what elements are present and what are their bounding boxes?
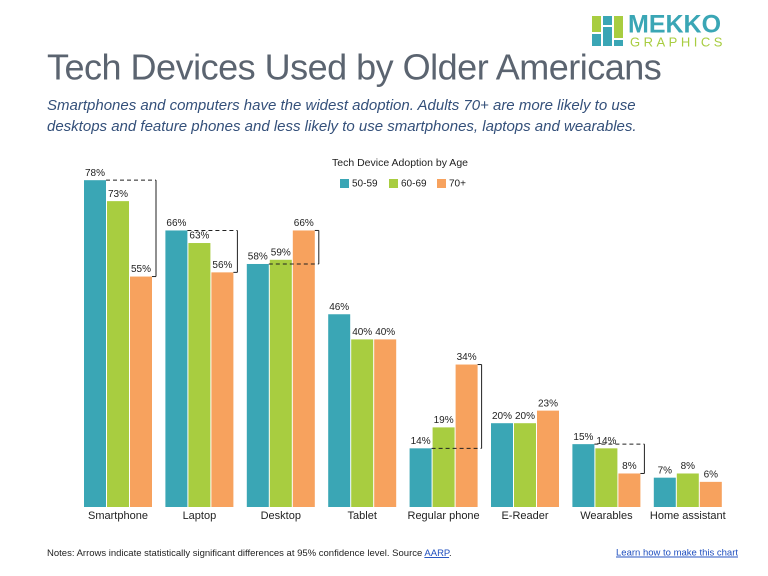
value-label: 40% bbox=[352, 327, 372, 338]
bar bbox=[432, 427, 455, 507]
bar bbox=[537, 410, 559, 507]
bar bbox=[699, 481, 722, 507]
x-tick-label: Smartphone bbox=[88, 510, 148, 522]
value-label: 40% bbox=[375, 327, 395, 338]
logo-icon bbox=[592, 16, 623, 46]
value-label: 23% bbox=[538, 398, 558, 409]
bar bbox=[653, 477, 676, 507]
bar bbox=[676, 473, 699, 507]
value-label: 19% bbox=[434, 415, 454, 426]
legend-label: 70+ bbox=[449, 179, 466, 190]
bar bbox=[491, 423, 513, 507]
bar bbox=[211, 272, 234, 507]
learn-link[interactable]: Learn how to make this chart bbox=[616, 548, 738, 559]
bar bbox=[514, 423, 536, 507]
logo-name: MEKKO bbox=[628, 11, 721, 39]
value-label: 14% bbox=[411, 436, 431, 447]
bar bbox=[188, 243, 211, 507]
source-link[interactable]: AARP bbox=[424, 548, 450, 559]
value-label: 14% bbox=[596, 436, 616, 447]
x-tick-label: Wearables bbox=[580, 510, 633, 522]
value-label: 66% bbox=[166, 218, 186, 229]
x-tick-label: Tablet bbox=[348, 510, 377, 522]
bar bbox=[455, 364, 478, 507]
bar bbox=[165, 230, 188, 507]
x-tick-label: E-Reader bbox=[501, 510, 548, 522]
bar bbox=[84, 180, 106, 507]
legend-label: 50-59 bbox=[352, 179, 378, 190]
value-label: 20% bbox=[515, 411, 535, 422]
value-label: 55% bbox=[131, 264, 151, 275]
x-tick-label: Home assistant bbox=[650, 510, 726, 522]
value-label: 20% bbox=[492, 411, 512, 422]
value-label: 34% bbox=[457, 352, 477, 363]
plot: 50-59 60-69 70+ Smartphone 78%73% 55% Laptop 66… bbox=[84, 168, 726, 522]
value-label: 56% bbox=[212, 260, 232, 271]
bar bbox=[292, 230, 315, 507]
legend-swatch bbox=[340, 179, 349, 188]
legend-swatch bbox=[437, 179, 446, 188]
bar bbox=[595, 448, 618, 507]
value-label: 66% bbox=[294, 218, 314, 229]
value-label: 15% bbox=[573, 432, 593, 443]
bar bbox=[328, 314, 351, 507]
bar bbox=[130, 276, 152, 507]
chart-title: Tech Device Adoption by Age bbox=[332, 157, 468, 169]
bar bbox=[351, 339, 374, 507]
x-tick-label: Desktop bbox=[261, 510, 301, 522]
bar bbox=[246, 263, 269, 507]
value-label: 58% bbox=[248, 252, 268, 263]
value-label: 8% bbox=[681, 461, 696, 472]
notes-text: Notes: Arrows indicate statistically sig… bbox=[47, 548, 422, 559]
notes: Notes: Arrows indicate statistically sig… bbox=[47, 548, 452, 559]
value-label: 78% bbox=[85, 168, 105, 179]
value-label: 46% bbox=[329, 302, 349, 313]
bar bbox=[374, 339, 397, 507]
x-tick-label: Laptop bbox=[183, 510, 217, 522]
value-label: 59% bbox=[271, 247, 291, 258]
legend-label: 60-69 bbox=[401, 179, 427, 190]
bar bbox=[107, 201, 129, 507]
subtitle: desktops and feature phones and less lik… bbox=[47, 118, 637, 135]
legend-swatch bbox=[389, 179, 398, 188]
bar bbox=[572, 444, 595, 507]
value-label: 7% bbox=[658, 465, 673, 476]
logo-tagline: GRAPHICS bbox=[630, 34, 726, 49]
bar bbox=[269, 259, 292, 507]
value-label: 8% bbox=[622, 461, 637, 472]
value-label: 73% bbox=[108, 189, 128, 200]
page-title: Tech Devices Used by Older Americans bbox=[47, 47, 661, 88]
notes-end: . bbox=[449, 548, 452, 559]
bar bbox=[618, 473, 641, 507]
bar bbox=[409, 448, 432, 507]
x-tick-label: Regular phone bbox=[408, 510, 480, 522]
value-label: 6% bbox=[704, 470, 719, 481]
value-label: 63% bbox=[189, 231, 209, 242]
subtitle: Smartphones and computers have the wides… bbox=[47, 97, 636, 114]
